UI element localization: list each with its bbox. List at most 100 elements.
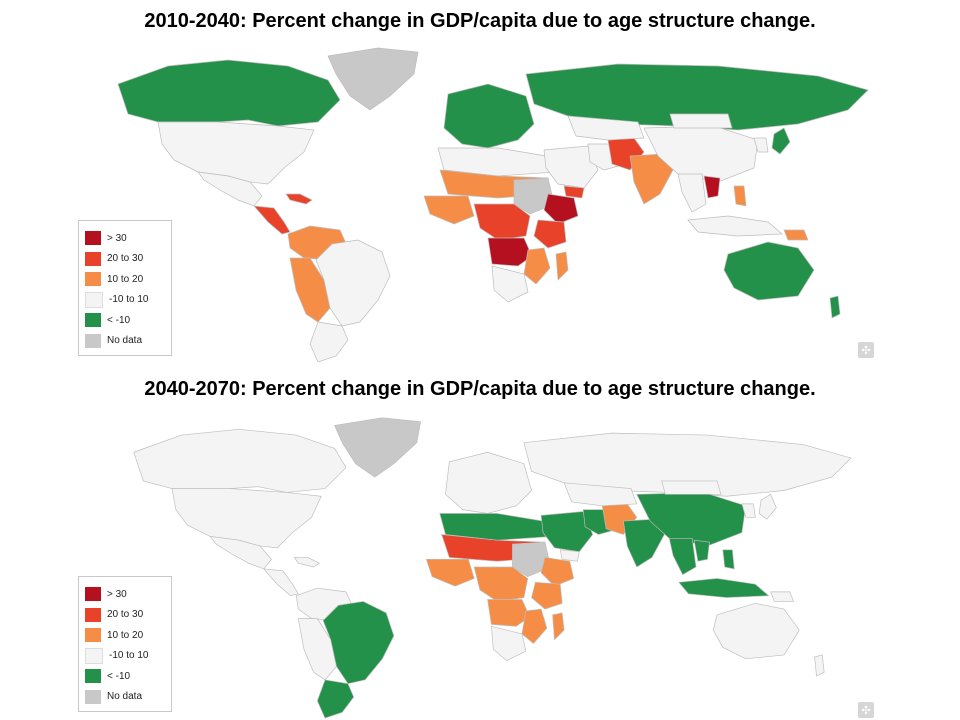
legend-swatch xyxy=(85,251,101,266)
legend-label: < -10 xyxy=(107,670,131,682)
legend-item: -10 to 10 xyxy=(85,646,165,667)
region-canada xyxy=(133,428,347,493)
region-angola-drc-south xyxy=(487,599,531,627)
region-southern-africa xyxy=(491,265,529,303)
region-southern-cone xyxy=(309,321,349,363)
legend-label: < -10 xyxy=(107,314,131,326)
region-indonesia xyxy=(678,578,770,598)
legend-label: > 30 xyxy=(107,232,127,244)
legend-label: No data xyxy=(107,335,143,347)
region-japan xyxy=(771,127,791,155)
region-png xyxy=(783,229,809,241)
zoom-reset-icon[interactable]: ✣ xyxy=(858,342,874,358)
world-map-top xyxy=(117,47,869,363)
region-mongolia xyxy=(661,480,722,495)
region-yemen xyxy=(563,185,585,199)
region-brazil xyxy=(322,601,395,685)
region-laos-cambodia xyxy=(703,175,721,199)
region-peru-bolivia xyxy=(289,257,331,323)
region-korea xyxy=(741,503,756,518)
legend-swatch xyxy=(85,587,101,602)
map-title-top: 2010-2040: Percent change in GDP/capita … xyxy=(144,10,816,32)
region-new-zealand xyxy=(814,654,825,677)
region-sudan xyxy=(512,541,552,577)
legend-item: > 30 xyxy=(85,584,165,605)
region-ethiopia xyxy=(540,557,575,587)
legend-swatch xyxy=(85,313,101,328)
region-angola-drc-south xyxy=(487,237,533,267)
legend-swatch xyxy=(85,647,103,664)
region-central-africa xyxy=(473,566,529,602)
region-australia xyxy=(712,602,800,660)
legend-label: 20 to 30 xyxy=(107,609,144,621)
region-usa xyxy=(157,121,315,185)
region-greenland xyxy=(327,47,419,111)
region-east-africa xyxy=(533,219,567,249)
legend-item: < -10 xyxy=(85,666,165,687)
legend-label: -10 to 10 xyxy=(109,650,149,662)
region-sudan xyxy=(513,177,555,215)
region-central-asia xyxy=(563,482,638,507)
legend-item: > 30 xyxy=(85,228,165,249)
region-central-africa xyxy=(473,203,531,241)
legend-label: No data xyxy=(107,691,143,703)
region-europe xyxy=(445,451,532,514)
map-panel-top: > 30 20 to 30 10 to 20 -10 to 10 < -10 No dat… xyxy=(78,44,878,364)
region-europe xyxy=(443,83,535,149)
legend-swatch xyxy=(85,272,101,287)
legend-label: -10 to 10 xyxy=(109,294,149,306)
map-panel-bottom: > 30 20 to 30 10 to 20 -10 to 10 < -10 No dat… xyxy=(78,414,878,720)
legend-swatch xyxy=(85,607,101,622)
region-ethiopia xyxy=(543,193,579,225)
region-philippines xyxy=(722,549,735,570)
region-usa xyxy=(171,488,322,549)
legend-item: 20 to 30 xyxy=(85,605,165,626)
region-southeast-asia xyxy=(668,537,697,576)
region-greenland xyxy=(334,417,422,478)
legend-swatch xyxy=(85,669,101,684)
region-zimbabwe-mozambique xyxy=(521,608,548,644)
legend-item: No data xyxy=(85,331,165,352)
legend-label: > 30 xyxy=(107,588,127,600)
region-east-africa xyxy=(531,581,563,610)
region-madagascar xyxy=(552,612,565,641)
region-caribbean xyxy=(293,557,320,568)
region-west-africa xyxy=(423,195,475,225)
region-zimbabwe-mozambique xyxy=(523,247,551,285)
region-png xyxy=(770,591,795,602)
region-caribbean xyxy=(285,193,313,205)
legend-bottom: > 30 20 to 30 10 to 20 -10 to 10 < -10 No dat… xyxy=(78,576,172,712)
region-central-asia xyxy=(567,115,645,141)
legend-label: 10 to 20 xyxy=(107,629,144,641)
legend-item: < -10 xyxy=(85,310,165,331)
world-map-bottom xyxy=(133,417,852,719)
legend-item: 10 to 20 xyxy=(85,269,165,290)
region-indonesia xyxy=(687,215,783,237)
region-brazil xyxy=(315,239,391,327)
region-west-africa xyxy=(425,559,475,587)
legend-swatch xyxy=(85,333,101,348)
legend-item: -10 to 10 xyxy=(85,290,165,311)
legend-item: No data xyxy=(85,687,165,708)
legend-label: 20 to 30 xyxy=(107,253,144,265)
legend-item: 10 to 20 xyxy=(85,625,165,646)
region-korea xyxy=(753,137,769,153)
region-canada xyxy=(117,59,341,127)
legend-item: 20 to 30 xyxy=(85,249,165,270)
region-central-america xyxy=(262,568,299,597)
region-southern-cone xyxy=(316,679,355,719)
region-new-zealand xyxy=(829,295,841,319)
region-peru-bolivia xyxy=(297,618,337,681)
region-madagascar xyxy=(555,251,569,281)
region-japan xyxy=(758,493,777,520)
region-australia xyxy=(723,241,815,301)
legend-swatch xyxy=(85,628,101,643)
region-philippines xyxy=(733,185,747,207)
legend-swatch xyxy=(85,689,101,704)
legend-top: > 30 20 to 30 10 to 20 -10 to 10 < -10 No dat… xyxy=(78,220,172,356)
legend-swatch xyxy=(85,231,101,246)
region-southern-africa xyxy=(491,625,527,662)
zoom-reset-icon[interactable]: ✣ xyxy=(858,702,874,718)
region-laos-cambodia xyxy=(693,539,710,562)
legend-label: 10 to 20 xyxy=(107,273,144,285)
